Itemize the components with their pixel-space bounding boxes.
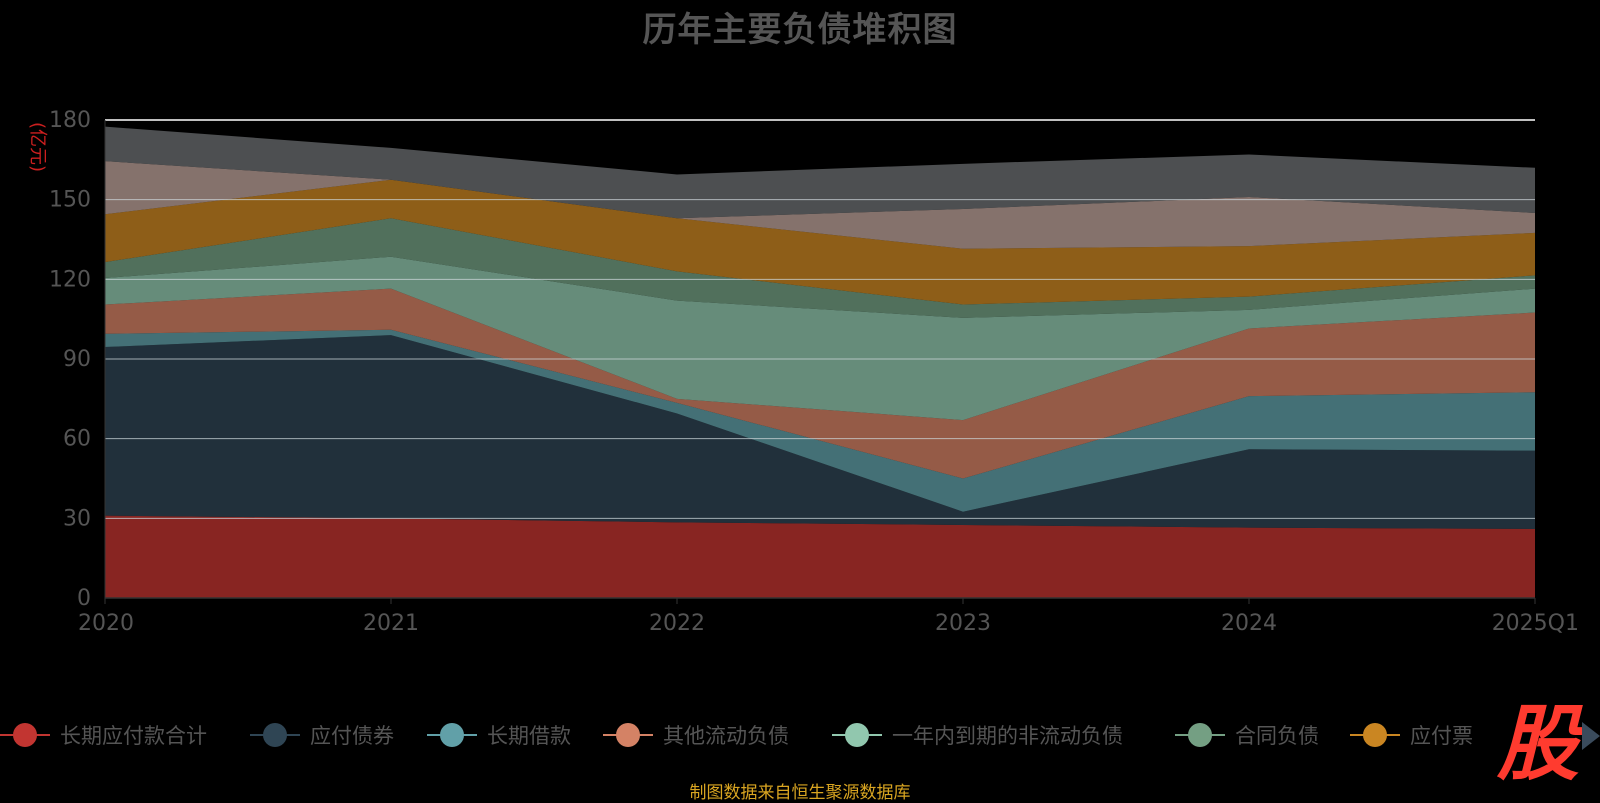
legend-item[interactable]: 应付票: [1350, 718, 1473, 752]
legend-marker-icon: [1175, 723, 1225, 747]
y-tick-label: 90: [63, 347, 91, 372]
x-tick-label: 2021: [363, 611, 419, 636]
area-series-8: [105, 126, 1535, 219]
legend-next-page-arrow[interactable]: [1582, 722, 1600, 750]
y-tick-label: 60: [63, 427, 91, 452]
area-series-1: [105, 335, 1535, 529]
y-tick-label: 150: [49, 188, 91, 213]
legend-label: 长期应付款合计: [60, 724, 207, 748]
legend-item[interactable]: 应付债券: [250, 718, 394, 752]
legend-label: 一年内到期的非流动负债: [892, 724, 1123, 748]
legend: 长期应付款合计 应付债券 长期借款 其他流动负债 一年内到期的非流动负债 合同负债 应付票: [0, 718, 1500, 752]
x-tick-label: 2025Q1: [1492, 611, 1579, 636]
y-tick-label: 120: [49, 267, 91, 292]
legend-label: 应付票: [1410, 724, 1473, 748]
area-series-2: [105, 329, 1535, 512]
x-tick-label: 2023: [935, 611, 991, 636]
legend-marker-icon: [832, 723, 882, 747]
x-tick-label: 2024: [1221, 611, 1277, 636]
y-tick-label: 0: [77, 586, 91, 611]
y-tick-label: 180: [49, 108, 91, 133]
legend-label: 应付债券: [310, 724, 394, 748]
source-note: 制图数据来自恒生聚源数据库: [689, 783, 911, 803]
legend-label: 合同负债: [1235, 724, 1319, 748]
legend-item[interactable]: 合同负债: [1175, 718, 1319, 752]
chart-title: 历年主要负债堆积图: [642, 10, 958, 50]
area-series-0: [105, 515, 1535, 598]
watermark-logo: 股: [1497, 697, 1579, 792]
legend-item[interactable]: 长期借款: [427, 718, 571, 752]
legend-label: 其他流动负债: [663, 724, 789, 748]
legend-marker-icon: [250, 723, 300, 747]
area-series-4: [105, 256, 1535, 421]
legend-marker-icon: [1350, 723, 1400, 747]
legend-marker-icon: [603, 723, 653, 747]
legend-item[interactable]: 一年内到期的非流动负债: [832, 718, 1123, 752]
area-series-6: [105, 179, 1535, 305]
x-tick-label: 2020: [78, 611, 134, 636]
y-tick-label: 30: [63, 506, 91, 531]
legend-marker-icon: [427, 723, 477, 747]
legend-marker-icon: [0, 723, 50, 747]
area-series-5: [105, 218, 1535, 318]
x-tick-label: 2022: [649, 611, 705, 636]
legend-item[interactable]: 其他流动负债: [603, 718, 789, 752]
legend-label: 长期借款: [487, 724, 571, 748]
area-series-3: [105, 288, 1535, 479]
area-series-7: [105, 161, 1535, 249]
legend-item[interactable]: 长期应付款合计: [0, 718, 207, 752]
